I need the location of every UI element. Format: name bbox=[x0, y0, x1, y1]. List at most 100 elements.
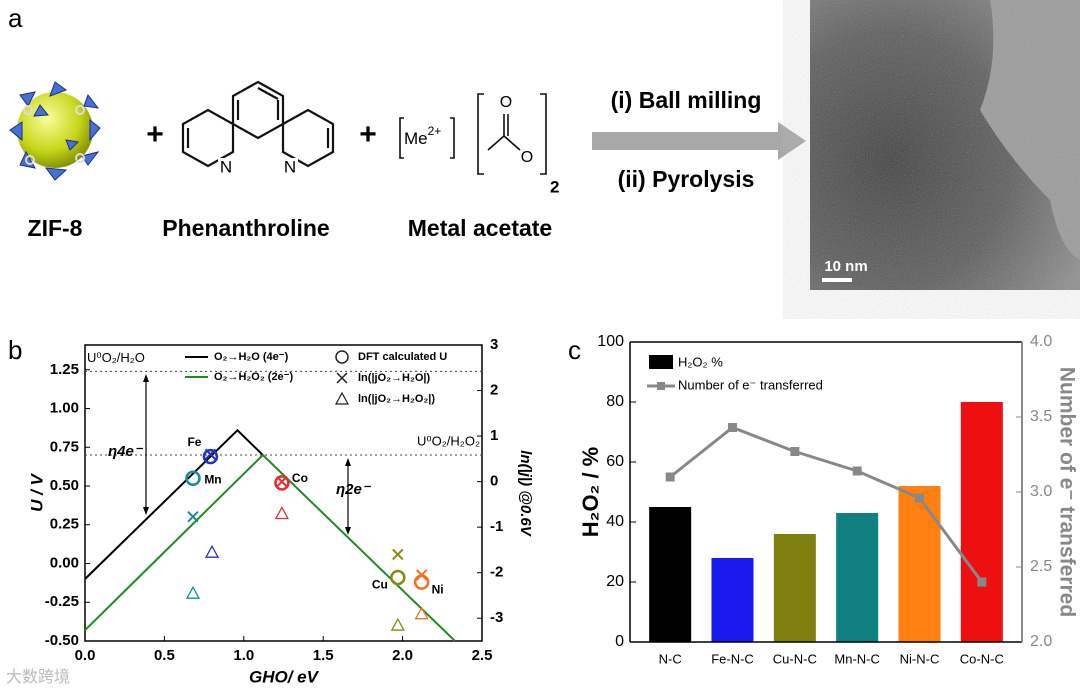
cation: Me2+ bbox=[404, 124, 441, 148]
y2-tick-label: -1 bbox=[490, 518, 503, 535]
series-line bbox=[669, 425, 984, 583]
y-tick-label: 0.75 bbox=[50, 438, 79, 455]
y-tick-label: 0.00 bbox=[50, 554, 79, 571]
y-tick-label: -0.50 bbox=[45, 632, 79, 649]
legend-swatch bbox=[335, 350, 349, 364]
atom-label: O bbox=[500, 94, 512, 111]
reference-label: U⁰O₂/H₂O₂ bbox=[417, 433, 480, 448]
point-circle bbox=[390, 569, 406, 586]
y-tick-label: 60 bbox=[606, 453, 624, 470]
x-tick-label: Fe-N-C bbox=[711, 651, 754, 666]
x-tick-label: Ni-N-C bbox=[900, 651, 940, 666]
bar bbox=[773, 534, 816, 642]
point-circle bbox=[202, 448, 219, 465]
bar bbox=[960, 402, 1003, 642]
y-tick-label: 0.25 bbox=[50, 516, 79, 533]
y-tick-label: 100 bbox=[597, 333, 624, 350]
atom-label: N bbox=[220, 157, 232, 176]
point-circle bbox=[185, 470, 201, 487]
atom-label: O bbox=[521, 149, 533, 166]
scale-bar-label: 10 nm bbox=[824, 258, 867, 275]
bar bbox=[898, 486, 941, 642]
y2-tick-label: -2 bbox=[490, 564, 503, 581]
y-tick-label: 20 bbox=[606, 573, 624, 590]
legend-swatch bbox=[649, 355, 673, 369]
point-triangle bbox=[274, 506, 290, 520]
x-tick-label: Co-N-C bbox=[960, 651, 1004, 666]
step-label: (ii) Pyrolysis bbox=[618, 166, 755, 192]
legend-label: O₂→H₂O (4e⁻) bbox=[214, 351, 289, 363]
line-marker bbox=[915, 493, 924, 503]
y-tick-label: 80 bbox=[606, 393, 624, 410]
panel-label: a bbox=[8, 3, 23, 33]
panel-label: b bbox=[8, 335, 22, 365]
process-arrow bbox=[592, 122, 806, 160]
point-cross bbox=[392, 548, 404, 561]
atom-mask bbox=[282, 158, 298, 176]
reference-label: U⁰O₂/H₂O bbox=[87, 350, 145, 365]
acetate-brackets bbox=[399, 93, 547, 175]
point-triangle bbox=[390, 617, 405, 631]
point-circle bbox=[413, 574, 430, 590]
point-triangle bbox=[414, 606, 429, 620]
y2-tick-label: -3 bbox=[490, 609, 503, 626]
reactant-name: ZIF-8 bbox=[28, 215, 83, 241]
legend-label: H₂O₂ % bbox=[678, 354, 723, 369]
cation-charge: 2+ bbox=[428, 124, 442, 138]
annotation: η2e⁻ bbox=[336, 481, 372, 498]
atom-mask bbox=[218, 158, 234, 176]
legend-swatch bbox=[334, 391, 350, 405]
point-cross bbox=[276, 475, 288, 488]
tem-image bbox=[810, 0, 1080, 290]
watermark: 大数跨境 bbox=[6, 667, 70, 686]
zif8-illustration bbox=[9, 81, 101, 181]
y-tick-label: 40 bbox=[606, 513, 624, 530]
point-label: Co bbox=[292, 471, 308, 485]
reactant-name: Phenanthroline bbox=[162, 215, 329, 241]
plus-sign: + bbox=[359, 118, 377, 151]
plus-sign: + bbox=[146, 118, 164, 151]
y2-axis-title: ln(|j|) @0.6V bbox=[517, 450, 534, 538]
step-label: (i) Ball milling bbox=[611, 87, 762, 113]
point-triangle bbox=[185, 585, 201, 599]
y-axis-title: U / V bbox=[27, 472, 46, 511]
point-triangle bbox=[204, 544, 220, 558]
x-tick-label: 0.0 bbox=[75, 647, 96, 664]
x-axis-title: GHO/ eV bbox=[249, 667, 320, 686]
line-marker bbox=[852, 466, 862, 476]
y2-tick-label: 3.5 bbox=[1030, 408, 1052, 425]
panel-label: c bbox=[568, 335, 581, 365]
arrow-head bbox=[345, 527, 351, 535]
subscript: 2 bbox=[550, 177, 559, 196]
x-tick-label: 0.5 bbox=[154, 647, 175, 664]
point-label: Mn bbox=[204, 472, 221, 486]
point-circle bbox=[274, 475, 290, 491]
legend-swatch bbox=[657, 382, 665, 390]
series-line bbox=[84, 428, 264, 580]
x-tick-label: 2.0 bbox=[392, 647, 413, 664]
point-cross bbox=[187, 510, 199, 523]
y2-tick-label: 3.0 bbox=[1030, 483, 1052, 500]
atom-label: N bbox=[284, 157, 296, 176]
y2-tick-label: 2 bbox=[490, 382, 498, 399]
y2-tick-label: 2.0 bbox=[1030, 633, 1052, 650]
bar bbox=[649, 507, 692, 642]
series-line bbox=[84, 453, 456, 642]
y2-tick-label: 4.0 bbox=[1030, 333, 1052, 350]
legend-label: O₂→H₂O₂ (2e⁻) bbox=[214, 371, 293, 383]
y2-axis-title: Number of e⁻ transferred bbox=[1055, 367, 1078, 617]
point-label: Cu bbox=[372, 578, 388, 592]
x-tick-label: Mn-N-C bbox=[834, 651, 880, 666]
point-label: Ni bbox=[432, 582, 444, 596]
arrow-head bbox=[143, 374, 149, 382]
y2-tick-label: 1 bbox=[490, 427, 498, 444]
arrow-head bbox=[345, 458, 351, 466]
reactant-name: Metal acetate bbox=[408, 215, 552, 241]
y-tick-label: -0.25 bbox=[45, 593, 79, 610]
y-tick-label: 1.25 bbox=[50, 361, 79, 378]
x-tick-label: N-C bbox=[659, 651, 682, 666]
plot-frame bbox=[84, 344, 483, 642]
legend-label: ln(|jO₂→H₂O₂|) bbox=[358, 393, 435, 405]
line-marker bbox=[728, 423, 737, 432]
point-label: Fe bbox=[187, 435, 201, 449]
